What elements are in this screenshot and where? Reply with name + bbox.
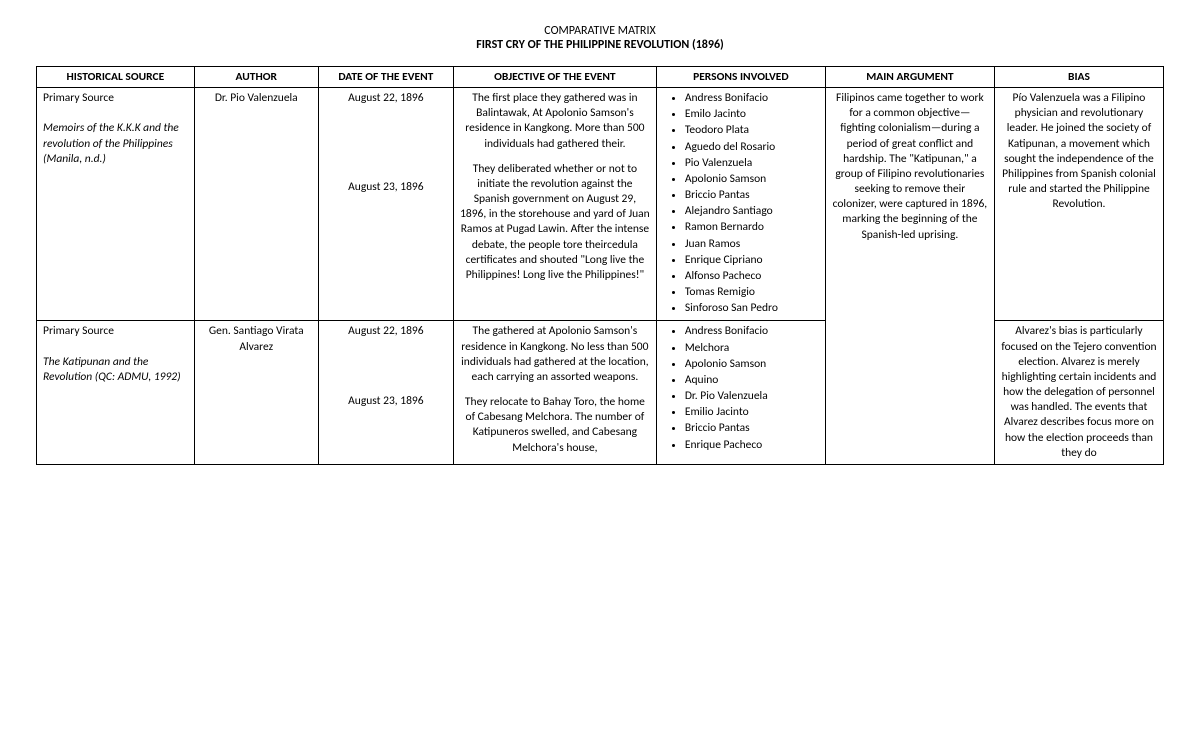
cell-source: Primary Source Memoirs of the K.K.K and … bbox=[37, 88, 195, 321]
source-type: Primary Source bbox=[43, 324, 188, 339]
cell-objective: The first place they gathered was in Bal… bbox=[453, 88, 656, 321]
cell-bias: Alvarez's bias is particularly focused o… bbox=[994, 321, 1163, 465]
col-header-argument: MAIN ARGUMENT bbox=[825, 67, 994, 88]
list-item: Pio Valenzuela bbox=[685, 156, 819, 171]
objective-paragraph: They relocate to Bahay Toro, the home of… bbox=[460, 395, 650, 456]
list-item: Aquino bbox=[685, 373, 819, 388]
list-item: Dr. Pio Valenzuela bbox=[685, 389, 819, 404]
cell-persons: Andress Bonifacio Emilo Jacinto Teodoro … bbox=[656, 88, 825, 321]
date-value: August 23, 1896 bbox=[325, 394, 447, 409]
date-value: August 22, 1896 bbox=[325, 91, 447, 106]
objective-paragraph: The gathered at Apolonio Samson's reside… bbox=[460, 324, 650, 385]
col-header-persons: PERSONS INVOLVED bbox=[656, 67, 825, 88]
list-item: Aguedo del Rosario bbox=[685, 140, 819, 155]
list-item: Sinforoso San Pedro bbox=[685, 301, 819, 316]
list-item: Briccio Pantas bbox=[685, 188, 819, 203]
persons-list: Andress Bonifacio Melchora Apolonio Sams… bbox=[663, 324, 819, 452]
cell-objective: The gathered at Apolonio Samson's reside… bbox=[453, 321, 656, 465]
list-item: Ramon Bernardo bbox=[685, 220, 819, 235]
list-item: Emilio Jacinto bbox=[685, 405, 819, 420]
cell-main-argument: Filipinos came together to work for a co… bbox=[825, 88, 994, 465]
table-header-row: HISTORICAL SOURCE AUTHOR DATE OF THE EVE… bbox=[37, 67, 1164, 88]
source-title: Memoirs of the K.K.K and the revolution … bbox=[43, 121, 188, 167]
cell-bias: Pío Valenzuela was a Filipino physician … bbox=[994, 88, 1163, 321]
date-value: August 22, 1896 bbox=[325, 324, 447, 339]
list-item: Emilo Jacinto bbox=[685, 107, 819, 122]
table-row: Primary Source Memoirs of the K.K.K and … bbox=[37, 88, 1164, 321]
list-item: Alejandro Santiago bbox=[685, 204, 819, 219]
cell-date: August 22, 1896 August 23, 1896 bbox=[318, 321, 453, 465]
comparative-matrix-table: HISTORICAL SOURCE AUTHOR DATE OF THE EVE… bbox=[36, 66, 1164, 465]
source-type: Primary Source bbox=[43, 91, 188, 106]
list-item: Alfonso Pacheco bbox=[685, 269, 819, 284]
objective-paragraph: The first place they gathered was in Bal… bbox=[460, 91, 650, 152]
list-item: Briccio Pantas bbox=[685, 421, 819, 436]
list-item: Teodoro Plata bbox=[685, 123, 819, 138]
list-item: Enrique Pacheco bbox=[685, 438, 819, 453]
cell-author: Gen. Santiago Virata Alvarez bbox=[194, 321, 318, 465]
list-item: Andress Bonifacio bbox=[685, 324, 819, 339]
list-item: Tomas Remigio bbox=[685, 285, 819, 300]
document-title-line1: COMPARATIVE MATRIX bbox=[36, 24, 1164, 38]
list-item: Andress Bonifacio bbox=[685, 91, 819, 106]
document-title-line2: FIRST CRY OF THE PHILIPPINE REVOLUTION (… bbox=[36, 38, 1164, 52]
cell-source: Primary Source The Katipunan and the Rev… bbox=[37, 321, 195, 465]
col-header-date: DATE OF THE EVENT bbox=[318, 67, 453, 88]
list-item: Apolonio Samson bbox=[685, 357, 819, 372]
col-header-source: HISTORICAL SOURCE bbox=[37, 67, 195, 88]
col-header-author: AUTHOR bbox=[194, 67, 318, 88]
col-header-bias: BIAS bbox=[994, 67, 1163, 88]
list-item: Enrique Cipriano bbox=[685, 253, 819, 268]
source-title: The Katipunan and the Revolution (QC: AD… bbox=[43, 355, 188, 385]
objective-paragraph: They deliberated whether or not to initi… bbox=[460, 162, 650, 283]
persons-list: Andress Bonifacio Emilo Jacinto Teodoro … bbox=[663, 91, 819, 316]
list-item: Juan Ramos bbox=[685, 237, 819, 252]
cell-date: August 22, 1896 August 23, 1896 bbox=[318, 88, 453, 321]
table-row: Primary Source The Katipunan and the Rev… bbox=[37, 321, 1164, 465]
cell-author: Dr. Pio Valenzuela bbox=[194, 88, 318, 321]
list-item: Apolonio Samson bbox=[685, 172, 819, 187]
col-header-objective: OBJECTIVE OF THE EVENT bbox=[453, 67, 656, 88]
date-value: August 23, 1896 bbox=[325, 180, 447, 195]
cell-persons: Andress Bonifacio Melchora Apolonio Sams… bbox=[656, 321, 825, 465]
list-item: Melchora bbox=[685, 341, 819, 356]
